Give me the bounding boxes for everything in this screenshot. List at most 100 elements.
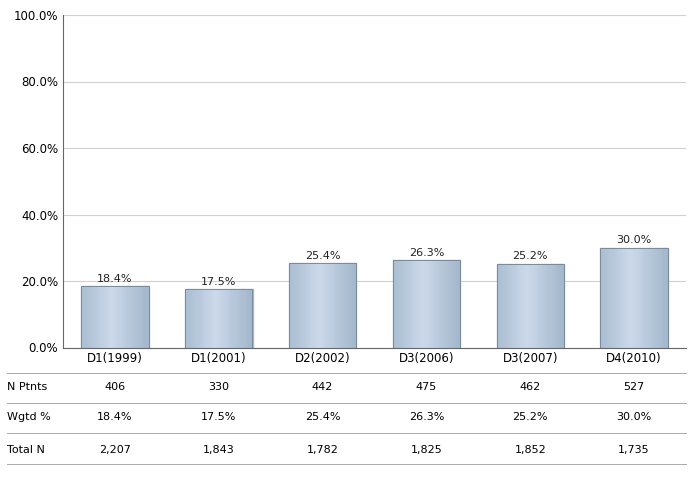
Bar: [109, 286, 111, 348]
Bar: [148, 286, 149, 348]
Bar: [250, 290, 251, 348]
Bar: [220, 290, 221, 348]
Bar: [616, 248, 617, 348]
Bar: [536, 264, 537, 347]
Bar: [341, 263, 342, 347]
Bar: [96, 286, 97, 348]
Text: 527: 527: [624, 382, 645, 392]
Bar: [408, 260, 409, 348]
Bar: [405, 260, 406, 348]
Bar: [102, 286, 104, 348]
Bar: [514, 264, 516, 347]
Bar: [518, 264, 519, 347]
Bar: [318, 263, 319, 347]
Bar: [354, 263, 356, 347]
Bar: [104, 286, 105, 348]
Bar: [645, 248, 647, 348]
Bar: [661, 248, 662, 348]
Bar: [194, 290, 195, 348]
Bar: [315, 263, 316, 347]
Bar: [635, 248, 636, 348]
Bar: [396, 260, 398, 348]
Bar: [244, 290, 245, 348]
Bar: [398, 260, 400, 348]
Bar: [612, 248, 614, 348]
Bar: [306, 263, 307, 347]
Bar: [606, 248, 607, 348]
Bar: [136, 286, 137, 348]
Bar: [197, 290, 199, 348]
Bar: [413, 260, 414, 348]
Bar: [640, 248, 642, 348]
Bar: [601, 248, 603, 348]
Bar: [327, 263, 328, 347]
Text: 1,782: 1,782: [307, 445, 339, 455]
Bar: [99, 286, 100, 348]
Bar: [212, 290, 214, 348]
Bar: [666, 248, 668, 348]
Bar: [538, 264, 540, 347]
Bar: [240, 290, 241, 348]
Bar: [340, 263, 341, 347]
Bar: [210, 290, 211, 348]
Bar: [289, 263, 290, 347]
Bar: [98, 286, 99, 348]
Bar: [299, 263, 300, 347]
Bar: [137, 286, 139, 348]
Bar: [393, 260, 460, 348]
Bar: [501, 264, 502, 347]
Bar: [97, 286, 98, 348]
Bar: [345, 263, 346, 347]
Bar: [406, 260, 407, 348]
Bar: [550, 264, 551, 347]
Bar: [128, 286, 130, 348]
Text: 330: 330: [209, 382, 230, 392]
Text: 1,852: 1,852: [514, 445, 546, 455]
Bar: [230, 290, 231, 348]
Bar: [404, 260, 405, 348]
Bar: [655, 248, 657, 348]
Bar: [496, 264, 498, 347]
Text: 475: 475: [416, 382, 437, 392]
Bar: [402, 260, 404, 348]
Bar: [343, 263, 344, 347]
Bar: [412, 260, 413, 348]
Bar: [657, 248, 658, 348]
Bar: [297, 263, 298, 347]
Bar: [133, 286, 134, 348]
Bar: [431, 260, 432, 348]
Bar: [312, 263, 314, 347]
Bar: [111, 286, 113, 348]
Bar: [605, 248, 606, 348]
Bar: [242, 290, 244, 348]
Bar: [537, 264, 538, 347]
Bar: [435, 260, 437, 348]
Bar: [228, 290, 229, 348]
Bar: [666, 248, 667, 348]
Bar: [457, 260, 458, 348]
Bar: [317, 263, 318, 347]
Bar: [421, 260, 422, 348]
Bar: [615, 248, 616, 348]
Bar: [647, 248, 648, 348]
Bar: [298, 263, 299, 347]
Bar: [624, 248, 625, 348]
Bar: [642, 248, 643, 348]
Bar: [204, 290, 205, 348]
Bar: [621, 248, 622, 348]
Bar: [118, 286, 120, 348]
Text: 25.4%: 25.4%: [304, 412, 340, 422]
Bar: [428, 260, 429, 348]
Bar: [336, 263, 337, 347]
Bar: [234, 290, 236, 348]
Bar: [142, 286, 143, 348]
Bar: [91, 286, 92, 348]
Bar: [100, 286, 102, 348]
Bar: [393, 260, 394, 348]
Bar: [349, 263, 350, 347]
Bar: [505, 264, 507, 347]
Bar: [239, 290, 240, 348]
Bar: [143, 286, 144, 348]
Text: 1,825: 1,825: [410, 445, 442, 455]
Bar: [94, 286, 96, 348]
